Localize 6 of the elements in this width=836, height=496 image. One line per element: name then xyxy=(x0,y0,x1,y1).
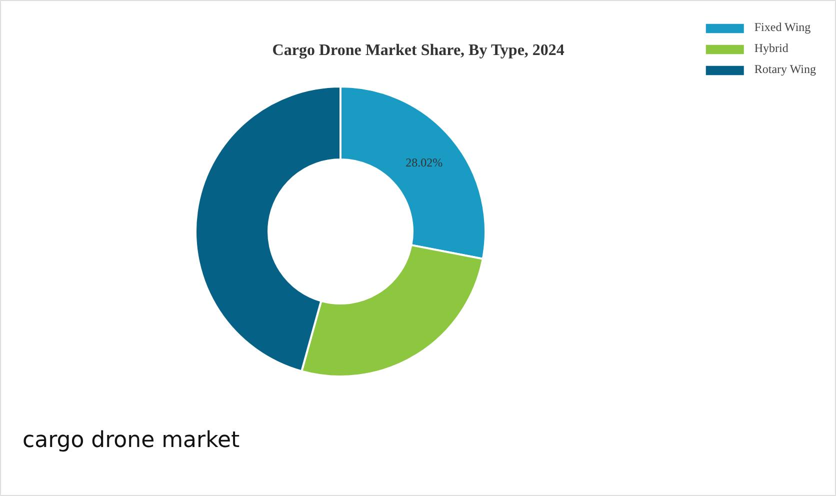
text: cargo drone market xyxy=(22,428,240,453)
legend-label: Hybrid xyxy=(754,41,788,56)
legend-label: Rotary Wing xyxy=(754,62,816,77)
text: Cargo Drone Market Share, By Type, 2024 xyxy=(272,42,564,59)
legend-label: Fixed Wing xyxy=(754,20,811,35)
data-label: 28.02% xyxy=(406,155,443,170)
